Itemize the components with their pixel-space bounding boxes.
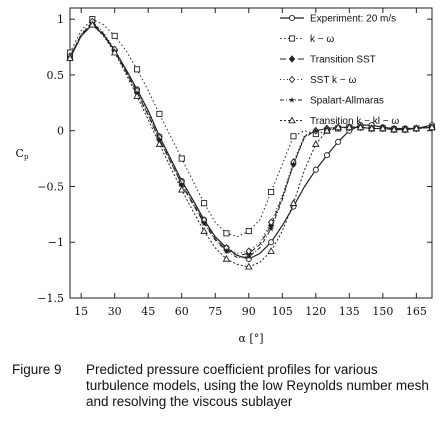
legend-label: SST k − ω — [310, 75, 356, 86]
data-point — [267, 247, 275, 254]
data-point — [245, 262, 253, 270]
y-tick-label: 0 — [57, 125, 64, 138]
legend: Experiment: 20 m/s k − ω Transition SST SST… — [280, 14, 399, 127]
data-point — [156, 110, 163, 118]
data-point — [177, 185, 186, 193]
data-point — [323, 126, 331, 134]
data-point — [178, 155, 185, 162]
data-point — [178, 180, 185, 187]
data-point — [200, 227, 208, 234]
data-point — [245, 228, 252, 235]
x-tick-label: 165 — [406, 305, 427, 318]
pressure-coefficient-chart: 15 30 45 60 75 90 105 120 135 150 165 1 0.5 0 −0.5 −1 −1… — [16, 7, 436, 345]
caption-text: Predicted pressure coefficient profiles … — [86, 362, 429, 409]
series-line — [69, 18, 433, 238]
series-5 — [66, 20, 436, 260]
y-axis-label: Cp — [16, 147, 29, 161]
data-point — [88, 20, 97, 28]
x-tick-label: 75 — [208, 305, 222, 318]
data-point — [312, 127, 320, 134]
legend-marker — [288, 14, 296, 22]
data-point — [111, 32, 118, 39]
data-point — [289, 199, 298, 206]
data-point — [133, 92, 141, 99]
x-tick-label: 150 — [372, 305, 393, 318]
caption-number: Figure 9 — [12, 362, 62, 377]
data-point — [133, 66, 141, 73]
series-line — [69, 21, 433, 257]
series-line — [69, 23, 433, 260]
data-point — [267, 218, 275, 226]
x-tick-label: 15 — [74, 305, 88, 318]
data-point — [356, 123, 365, 131]
x-tick-label: 105 — [272, 305, 293, 318]
data-point — [201, 200, 208, 207]
y-tick-label: −1.5 — [37, 292, 64, 305]
data-point — [367, 124, 376, 132]
data-point — [155, 140, 164, 147]
data-point — [345, 123, 354, 131]
legend-label: Experiment: 20 m/s — [310, 14, 396, 25]
data-point — [66, 54, 74, 61]
x-tick-label: 135 — [339, 305, 360, 318]
data-point — [323, 152, 331, 159]
legend-label: Transition SST — [310, 55, 376, 66]
y-tick-label: −1 — [48, 236, 64, 249]
y-axis-label-main: C — [16, 147, 24, 160]
series-group — [66, 16, 436, 270]
legend-label: Transition k − kl − ω — [310, 116, 399, 127]
data-point — [223, 230, 230, 237]
series-line — [69, 20, 433, 254]
legend-marker — [288, 55, 296, 63]
data-point — [290, 133, 297, 140]
data-point — [412, 124, 421, 132]
data-point — [335, 138, 342, 145]
x-tick-label: 90 — [242, 305, 256, 318]
x-tick-label: 30 — [108, 305, 122, 318]
y-axis-label-sub: p — [24, 153, 29, 161]
data-point — [334, 123, 342, 131]
x-tick-label: 120 — [305, 305, 326, 318]
data-point — [312, 166, 319, 173]
series-1 — [66, 21, 436, 263]
y-tick-label: 0.5 — [47, 69, 65, 82]
data-point — [267, 225, 275, 232]
x-tick-label: 45 — [141, 305, 155, 318]
data-point — [390, 125, 398, 133]
legend-marker — [288, 35, 296, 42]
data-point — [312, 140, 320, 147]
data-point — [222, 254, 231, 262]
plot-frame — [69, 7, 433, 299]
axis-ticks: 15 30 45 60 75 90 105 120 135 150 165 1 0.5 0 −0.5 −1 −1… — [37, 8, 432, 318]
x-tick-label: 60 — [175, 305, 189, 318]
series-line — [69, 22, 433, 259]
legend-marker — [288, 96, 296, 103]
data-point — [401, 125, 409, 133]
series-3 — [66, 18, 436, 258]
data-point — [110, 48, 119, 56]
data-point — [290, 160, 297, 167]
legend-marker — [288, 75, 296, 84]
x-axis-label: α [°] — [238, 332, 263, 345]
data-point — [245, 253, 252, 260]
data-point — [428, 123, 436, 131]
data-point — [156, 136, 163, 143]
series-6 — [66, 20, 436, 270]
data-point — [223, 247, 230, 254]
data-point — [379, 124, 387, 132]
data-point — [268, 188, 275, 196]
data-point — [200, 219, 208, 227]
legend-label: k − ω — [310, 34, 334, 45]
data-point — [268, 239, 275, 246]
legend-label: Spalart-Allmaras — [310, 96, 384, 107]
y-tick-label: −0.5 — [37, 180, 64, 193]
legend-marker — [288, 116, 296, 124]
series-4 — [66, 17, 436, 255]
y-tick-label: 1 — [57, 13, 64, 26]
